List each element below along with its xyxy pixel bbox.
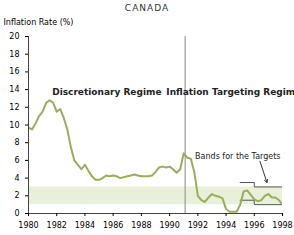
svg-text:1990: 1990: [159, 221, 179, 230]
svg-text:1994: 1994: [216, 221, 236, 230]
svg-text:20: 20: [9, 32, 19, 41]
svg-text:Inflation Targeting Regime: Inflation Targeting Regime: [166, 87, 294, 97]
svg-text:1982: 1982: [47, 221, 67, 230]
svg-text:Bands for the Targets: Bands for the Targets: [195, 152, 280, 161]
svg-text:1986: 1986: [103, 221, 123, 230]
svg-text:14: 14: [9, 85, 19, 94]
svg-text:2: 2: [14, 191, 19, 200]
svg-text:12: 12: [9, 103, 19, 112]
svg-text:1998: 1998: [272, 221, 292, 230]
svg-text:1992: 1992: [188, 221, 208, 230]
svg-text:6: 6: [14, 156, 19, 165]
svg-text:1980: 1980: [18, 221, 38, 230]
svg-text:1984: 1984: [75, 221, 95, 230]
svg-text:0: 0: [14, 209, 19, 218]
svg-text:Discretionary Regime: Discretionary Regime: [52, 87, 161, 97]
svg-text:8: 8: [14, 138, 19, 147]
svg-text:10: 10: [9, 121, 19, 130]
svg-text:18: 18: [9, 50, 19, 59]
svg-text:1996: 1996: [244, 221, 264, 230]
svg-text:16: 16: [9, 67, 19, 76]
svg-text:1988: 1988: [131, 221, 151, 230]
svg-text:4: 4: [14, 174, 19, 183]
svg-text:Inflation Rate (%): Inflation Rate (%): [4, 18, 74, 27]
html-text:CANADA: CANADA: [124, 3, 170, 13]
